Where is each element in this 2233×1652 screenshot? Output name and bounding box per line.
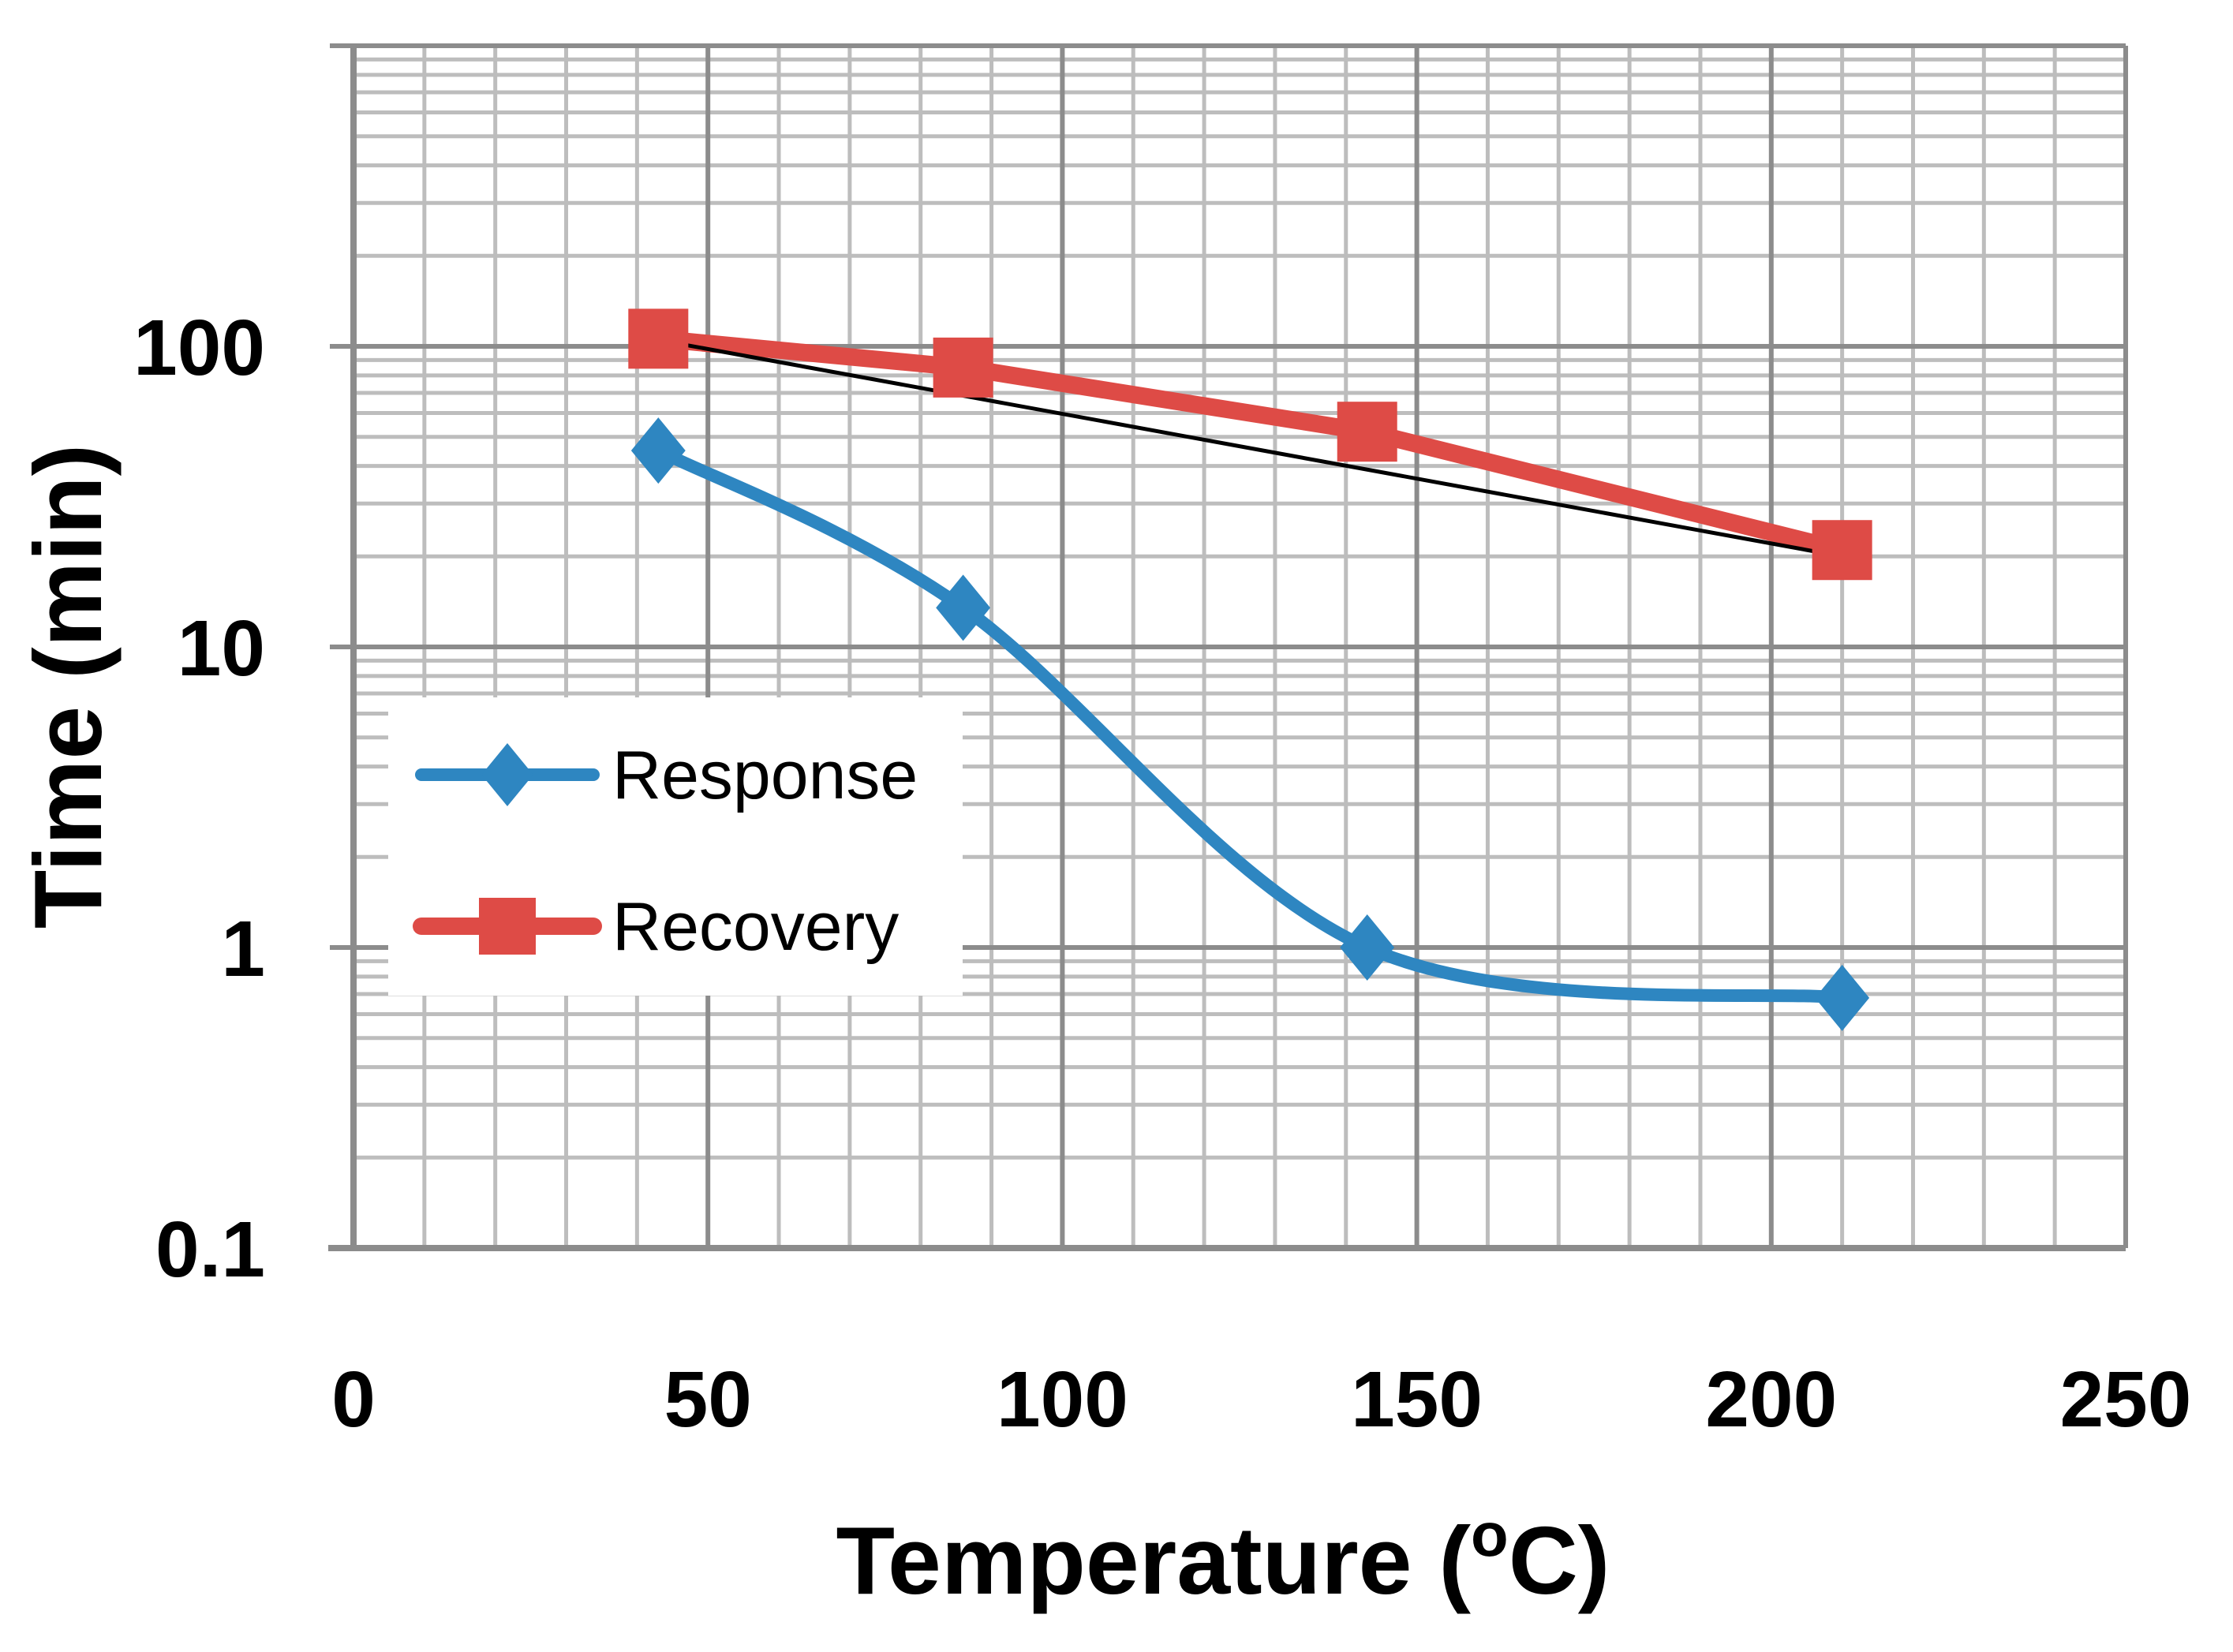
recovery-marker (628, 308, 689, 369)
x-tick-label: 0 (331, 1355, 376, 1444)
response-marker (1340, 914, 1395, 981)
recovery-trendline (657, 338, 1843, 559)
y-tick-label: 10 (178, 604, 265, 693)
x-tick-label: 100 (997, 1355, 1128, 1444)
x-tick-label: 50 (664, 1355, 752, 1444)
x-axis-title-unit: C) (1509, 1507, 1610, 1614)
response-marker (1815, 964, 1870, 1031)
x-tick-label: 150 (1351, 1355, 1483, 1444)
x-tick-label: 200 (1705, 1355, 1837, 1444)
legend-recovery-label: Recovery (612, 889, 899, 965)
recovery-series-line (649, 330, 1851, 559)
response-marker (630, 417, 686, 484)
x-axis-title-text: Temperature ( (836, 1507, 1472, 1614)
series-layer (628, 308, 1872, 1031)
legend: Response Recovery (388, 697, 963, 996)
x-axis-title-degree: o (1471, 1500, 1509, 1569)
x-axis-title: Temperature (oC) (836, 1500, 1610, 1614)
y-axis-title: Time (min) (14, 444, 122, 929)
legend-response-marker (481, 743, 533, 806)
recovery-marker (933, 337, 993, 398)
recovery-marker (1812, 520, 1872, 581)
response-series-line (652, 444, 1849, 1004)
y-tick-label: 0.1 (155, 1205, 265, 1294)
response-marker (936, 574, 991, 641)
legend-recovery-marker (479, 898, 536, 955)
tick-labels: 0 50 100 150 200 250 0.1 1 10 100 (133, 304, 2191, 1444)
y-tick-label: 1 (221, 905, 265, 993)
y-tick-label: 100 (133, 304, 265, 392)
axes (328, 46, 2126, 1251)
legend-response-label: Response (612, 738, 918, 813)
recovery-marker (1337, 402, 1397, 462)
x-tick-label: 250 (2060, 1355, 2192, 1444)
